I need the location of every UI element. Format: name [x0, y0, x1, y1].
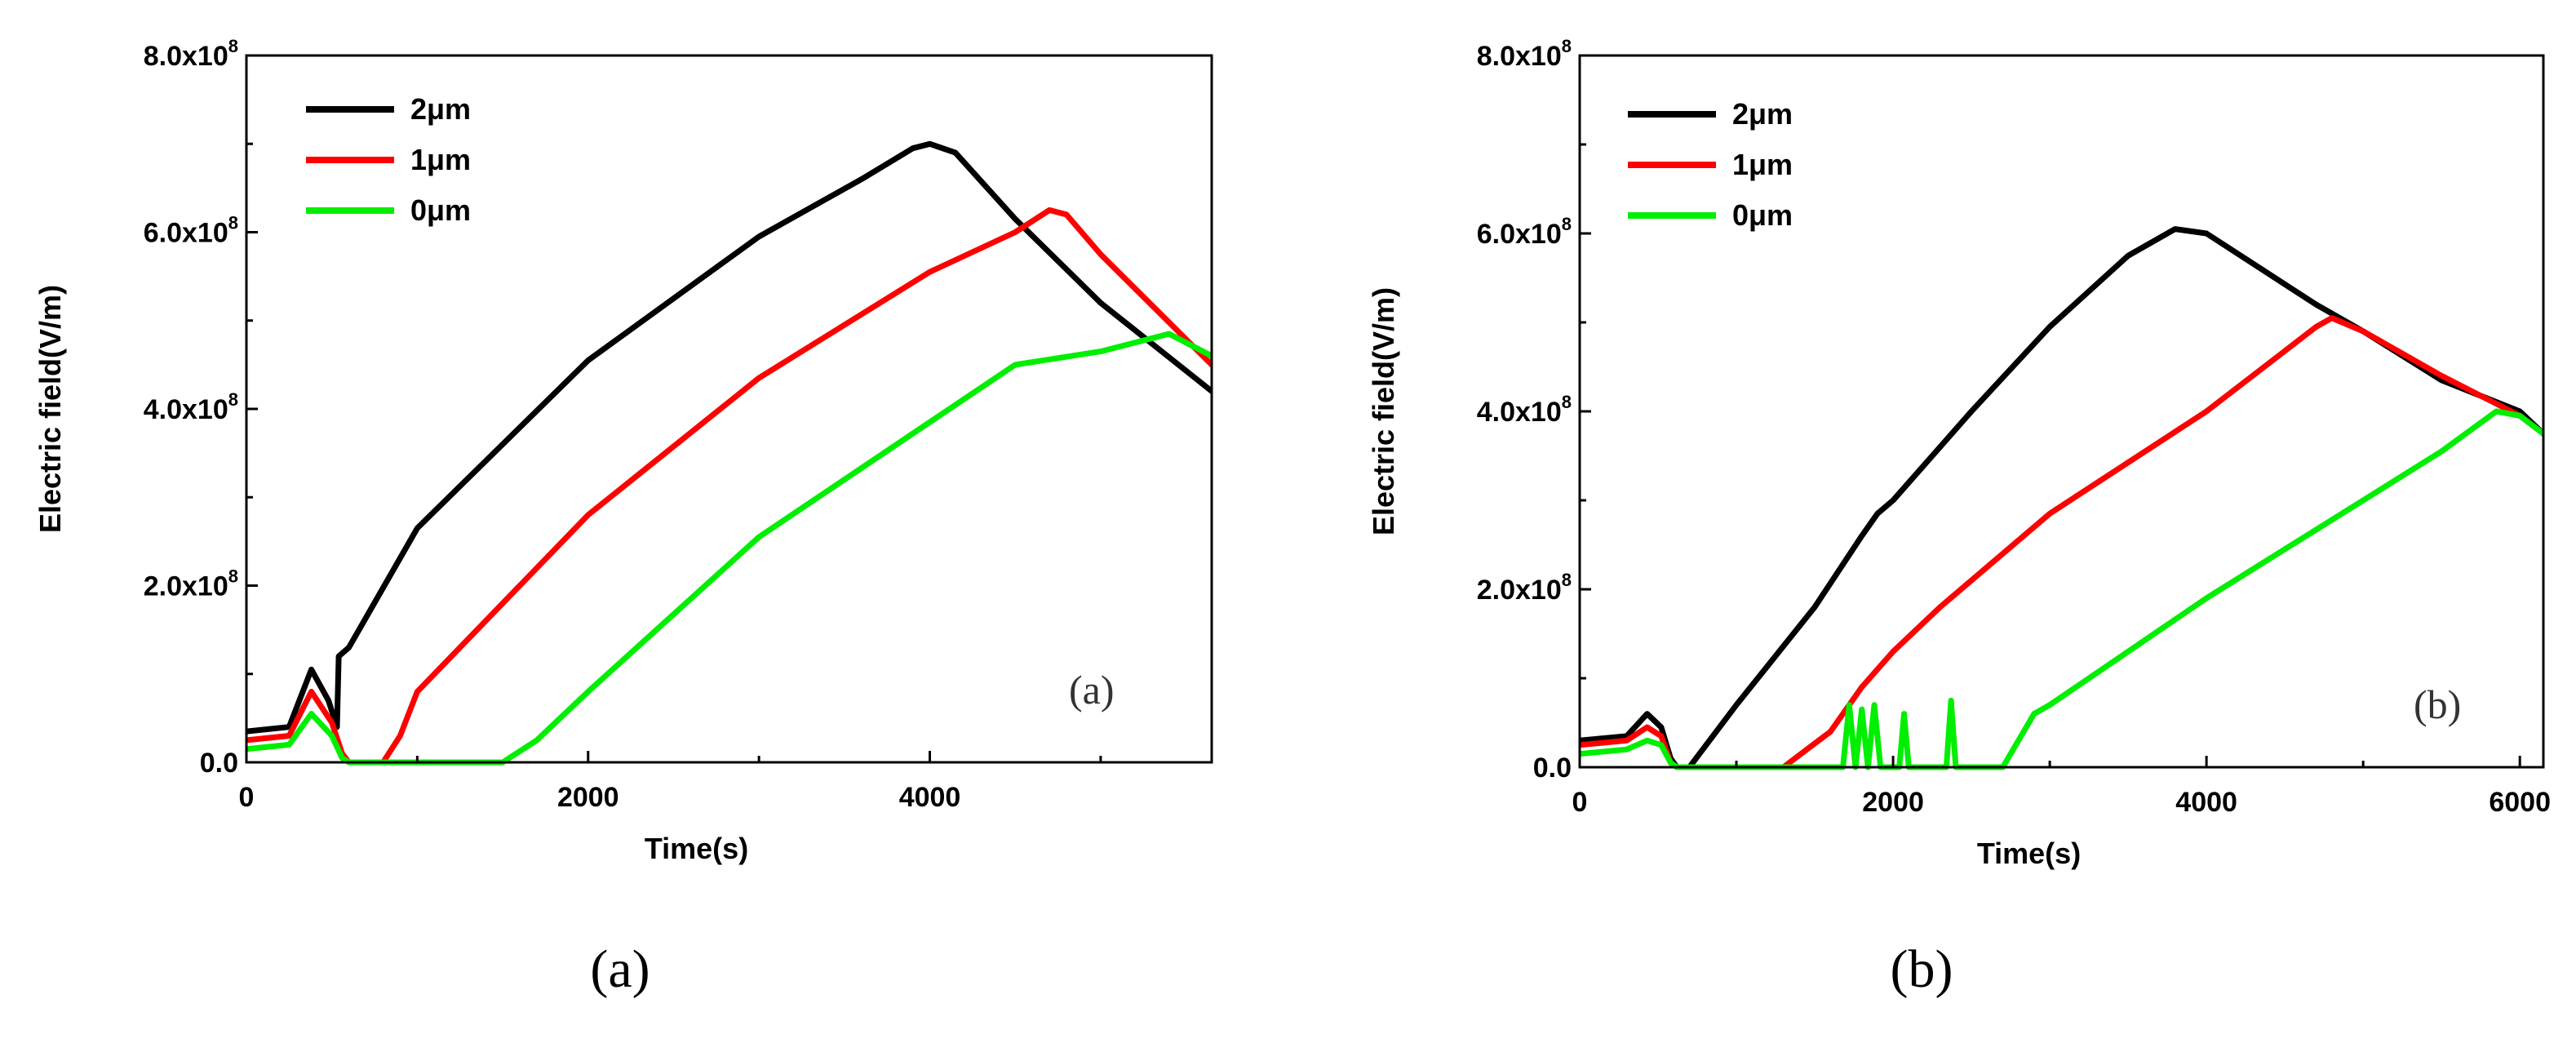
x-axis-title: Time(s)	[645, 832, 748, 865]
series-line-0um	[246, 331, 1212, 766]
x-tick-label: 0	[239, 782, 255, 813]
chart-panel-b: 0 2000 4000 6000 0.0 2.0x108 4.0x108 6.0x108 8.0…	[1289, 0, 2576, 1039]
x-tick-label: 6000	[2489, 787, 2551, 818]
y-axis-title: Electric field(V/m)	[1367, 287, 1400, 535]
y-axis-title: Electric field(V/m)	[33, 285, 67, 533]
inner-panel-label: (a)	[1069, 667, 1115, 713]
y-tick-label: 4.0x108	[1477, 392, 1572, 428]
y-tick-label: 2.0x108	[1477, 570, 1572, 606]
chart-panel-a: 0 2000 4000 0.0 2.0x108 4.0x108 6.0x108 8.0x108…	[33, 36, 1213, 999]
y-tick-label: 6.0x108	[144, 213, 238, 249]
x-axis-title: Time(s)	[1977, 837, 2081, 870]
x-tick-label: 2000	[1862, 787, 1924, 818]
x-tick-label: 4000	[899, 782, 961, 813]
legend-label-0um: 0μm	[1732, 198, 1793, 232]
y-tick-label: 8.0x108	[1477, 36, 1572, 72]
y-tick-label: 0.0	[1533, 753, 1572, 784]
y-tick-label: 0.0	[200, 748, 238, 779]
x-tick-label: 4000	[2175, 787, 2237, 818]
inner-panel-label: (b)	[2414, 682, 2461, 727]
y-tick-label: 4.0x108	[144, 389, 238, 425]
legend-label-1um: 1μm	[410, 143, 471, 176]
series-line-2um	[246, 140, 1212, 735]
y-tick-label: 8.0x108	[144, 36, 238, 72]
caption-a: (a)	[590, 939, 650, 999]
chart-a-svg: 0 2000 4000 0.0 2.0x108 4.0x108 6.0x108 8.0x108…	[33, 36, 1213, 865]
series-line-2um	[1580, 226, 2543, 770]
caption-b: (b)	[1890, 939, 1953, 999]
legend-label-0um: 0μm	[410, 193, 471, 227]
y-tick-label: 6.0x108	[1477, 214, 1572, 250]
x-tick-label: 0	[1572, 787, 1588, 818]
legend-label-1um: 1μm	[1732, 148, 1793, 181]
y-tick-label: 2.0x108	[144, 566, 238, 602]
legend-label-2um: 2μm	[1732, 97, 1793, 131]
series-line-1um	[246, 206, 1212, 766]
series-line-0um	[1580, 408, 2543, 770]
chart-b-svg: 0 2000 4000 6000 0.0 2.0x108 4.0x108 6.0x108 8.0…	[1367, 36, 2551, 870]
legend-label-2um: 2μm	[410, 92, 471, 126]
x-tick-label: 2000	[557, 782, 619, 813]
plot-frame	[1578, 54, 2545, 769]
